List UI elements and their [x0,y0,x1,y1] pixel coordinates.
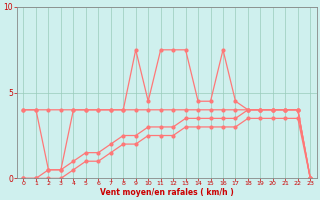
X-axis label: Vent moyen/en rafales ( km/h ): Vent moyen/en rafales ( km/h ) [100,188,234,197]
